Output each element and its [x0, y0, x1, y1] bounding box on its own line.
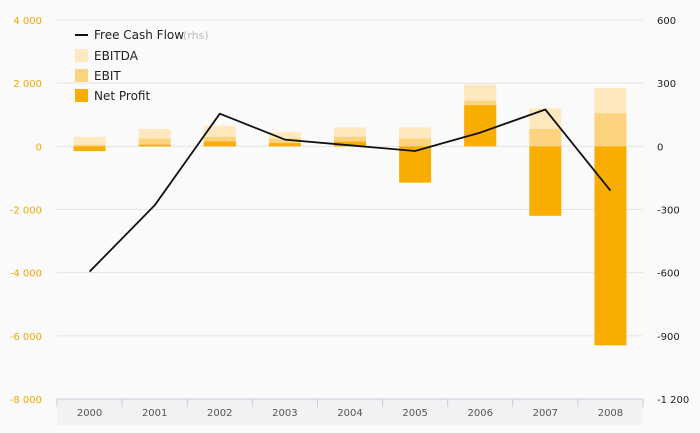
bar-net-profit-2002: [203, 141, 236, 147]
bar-net-profit-2007: [529, 146, 562, 216]
right-tick-label: -600: [657, 269, 680, 280]
x-tick-label: 2002: [207, 408, 232, 419]
bar-ebit-2003: [268, 138, 301, 147]
right-tick-label: -1 200: [657, 395, 689, 406]
x-tick-label: 2003: [272, 408, 297, 419]
bar-net-profit-2008: [594, 146, 627, 346]
bar-net-profit-2000: [73, 146, 106, 152]
bar-net-profit-2006: [464, 105, 497, 147]
legend-label: Net Profit: [94, 89, 150, 103]
bar-ebitda-2000: [73, 136, 106, 147]
x-tick-label: 2004: [337, 408, 362, 419]
bar-net-profit-2003: [268, 143, 301, 147]
free-cash-flow-line-group: [88, 108, 612, 273]
legend-label: EBIT: [94, 69, 121, 83]
bar-ebit-2007: [529, 128, 562, 147]
legend-label: Free Cash Flow: [94, 28, 184, 42]
legend-swatch-ebitda: [75, 49, 88, 62]
right-tick-label: -900: [657, 332, 680, 343]
right-tick-label: -300: [657, 206, 680, 217]
x-tick-label: 2000: [77, 408, 102, 419]
bar-ebit-2005: [399, 138, 432, 147]
left-tick-label: -4 000: [10, 269, 42, 280]
axes: 4 000 2 000 0 -2 000 -4 000 -6 000 -8 000 600 30…: [10, 16, 689, 425]
left-tick-label: -2 000: [10, 206, 42, 217]
left-tick-label: 0: [36, 142, 42, 153]
right-tick-label: 600: [657, 16, 676, 27]
x-tick-label: 2005: [402, 408, 427, 419]
x-tick-label: 2006: [467, 408, 492, 419]
x-tick-label: 2001: [142, 408, 167, 419]
legend-swatch-ebit: [75, 69, 88, 82]
legend-note-rhs: (rhs): [183, 29, 209, 42]
bar-net-profit-2005: [399, 146, 432, 183]
right-tick-label: 0: [657, 142, 663, 153]
x-tick-label: 2007: [533, 408, 558, 419]
bar-ebit-2000: [73, 144, 106, 147]
legend: Free Cash Flow(rhs) EBITDA EBIT Net Profit: [75, 28, 209, 103]
free-cash-flow-line: [88, 108, 612, 273]
bars: [73, 84, 627, 346]
bar-net-profit-2001: [138, 144, 171, 147]
left-tick-label: 4 000: [13, 16, 42, 27]
bar-ebit-2008: [594, 113, 627, 147]
legend-label: EBITDA: [94, 49, 139, 63]
left-tick-label: 2 000: [13, 79, 42, 90]
x-tick-label: 2008: [598, 408, 623, 419]
left-tick-label: -8 000: [10, 395, 42, 406]
legend-swatch-net-profit: [75, 89, 88, 102]
x-axis-band: [57, 399, 643, 425]
left-tick-label: -6 000: [10, 332, 42, 343]
bar-ebit-2001: [138, 138, 171, 147]
right-tick-label: 300: [657, 79, 676, 90]
bar-net-profit-2004: [334, 141, 366, 147]
